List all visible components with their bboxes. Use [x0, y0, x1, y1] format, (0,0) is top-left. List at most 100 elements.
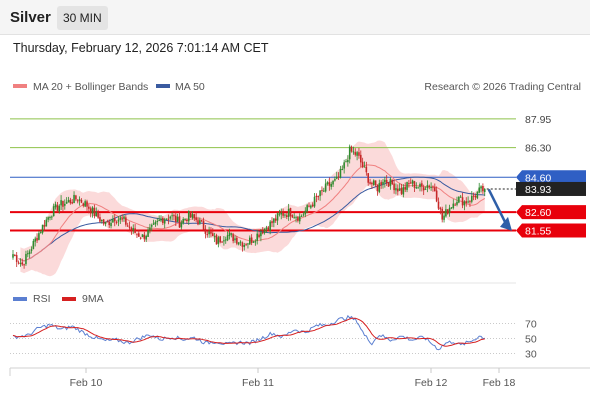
candle-body: [476, 191, 479, 199]
candle-body: [402, 187, 405, 195]
candle-body: [143, 234, 146, 239]
candle-body: [258, 234, 260, 238]
candle-body: [472, 195, 475, 197]
candle-body: [385, 179, 388, 183]
candle-body: [384, 179, 386, 183]
candle-body: [439, 207, 442, 210]
candle-body: [19, 262, 22, 264]
candle-body: [284, 214, 286, 216]
candle-body: [302, 214, 305, 216]
candle-body: [256, 233, 258, 241]
candle-body: [326, 182, 329, 184]
candle-body: [321, 190, 323, 192]
candle-body: [291, 215, 294, 218]
candle-body: [417, 187, 419, 189]
level-labels: 87.95 86.30 84.60 82.60 81.55 83.93: [516, 114, 586, 238]
timeframe-badge[interactable]: 30 MIN: [57, 6, 108, 30]
candle-body: [108, 221, 110, 226]
rsi-level-label-30: 30: [525, 349, 537, 361]
candle-body: [113, 218, 116, 222]
candle-body: [274, 218, 277, 221]
candle-body: [319, 190, 321, 197]
candle-body: [252, 241, 255, 243]
level-tag-84.60: [516, 170, 586, 185]
candle-body: [139, 237, 142, 239]
candle-body: [12, 254, 14, 258]
candle-body: [378, 183, 381, 193]
rsi-level-label-50: 50: [525, 334, 537, 346]
candle-body: [463, 201, 466, 206]
candle-body: [52, 206, 55, 217]
candle-body: [130, 227, 133, 230]
candle-body: [134, 228, 136, 233]
candle-body: [339, 169, 342, 178]
candle-body: [480, 186, 482, 189]
candle-body: [208, 231, 210, 235]
candle-body: [230, 233, 233, 235]
candle-body: [23, 264, 25, 266]
candle-body: [136, 233, 138, 235]
candle-body: [474, 195, 477, 198]
candle-body: [237, 242, 240, 245]
candle-body: [461, 197, 464, 206]
level-label-87.95: 87.95: [525, 114, 551, 126]
candle-body: [102, 219, 105, 224]
candle-body: [117, 219, 120, 222]
bollinger-band: [20, 140, 485, 277]
candle-body: [337, 176, 340, 178]
rsi-ma-legend-label: 9MA: [82, 293, 104, 305]
candle-body: [271, 221, 273, 224]
rsi-legend-swatch: [13, 297, 27, 301]
candle-body: [343, 162, 345, 169]
candle-body: [180, 222, 183, 228]
candle-body: [376, 184, 379, 192]
candle-body: [14, 255, 16, 257]
level-label-81.55: 81.55: [525, 226, 551, 238]
candle-body: [334, 179, 336, 181]
candle-body: [167, 218, 170, 220]
candle-body: [441, 208, 443, 220]
rsi-ma-legend-swatch: [62, 297, 76, 301]
candle-body: [446, 209, 449, 214]
candle-body: [313, 196, 316, 207]
candle-body: [483, 188, 486, 192]
candle-body: [93, 207, 96, 217]
candle-body: [215, 235, 218, 245]
candle-body: [224, 239, 227, 241]
candle-body: [421, 183, 423, 187]
candle-body: [123, 216, 125, 219]
candle-body: [197, 220, 199, 225]
candle-body: [97, 211, 99, 218]
ma50-line: [18, 176, 485, 262]
candle-body: [213, 236, 216, 238]
candle-body: [365, 166, 368, 173]
ma20-legend-swatch: [13, 84, 27, 88]
candle-body: [178, 216, 181, 228]
x-tick-label-feb-18: Feb 18: [483, 377, 516, 389]
candle-body: [276, 213, 279, 221]
candle-body: [204, 228, 207, 234]
candle-body: [295, 217, 297, 219]
candle-body: [36, 238, 38, 241]
candle-body: [58, 205, 61, 212]
candle-body: [289, 207, 292, 217]
research-credit: Research © 2026 Trading Central: [424, 81, 581, 93]
candle-body: [315, 195, 318, 198]
ma20-legend-label: MA 20 + Bollinger Bands: [33, 81, 148, 93]
forecast-arrow-shaft: [487, 188, 507, 223]
candle-body: [273, 218, 275, 223]
candle-body: [300, 215, 303, 217]
candle-body: [406, 182, 408, 190]
candle-body: [119, 217, 122, 220]
candle-body: [75, 195, 77, 200]
x-tick-label-feb-11: Feb 11: [242, 377, 274, 389]
candle-body: [330, 183, 332, 187]
candle-body: [367, 173, 369, 183]
candle-body: [400, 187, 403, 194]
level-label-84.60: 84.60: [525, 172, 551, 184]
candlesticks: [12, 144, 486, 269]
candle-body: [60, 200, 62, 206]
candle-body: [28, 251, 31, 254]
candle-body: [304, 210, 307, 215]
